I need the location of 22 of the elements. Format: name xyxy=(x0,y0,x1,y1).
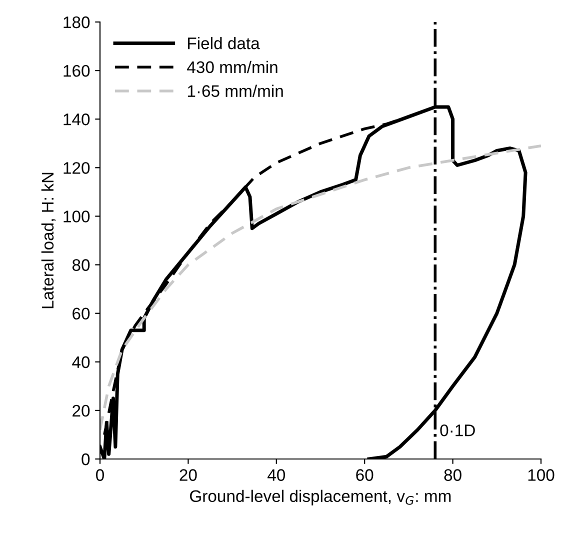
ref-line-label: 0·1D xyxy=(440,424,475,436)
legend-label: Field data xyxy=(188,37,260,50)
y-axis-title: Lateral load, H: kN xyxy=(41,172,56,308)
y-tick-label: 120 xyxy=(64,162,90,174)
y-tick-label: 140 xyxy=(64,114,90,126)
x-tick-label: 40 xyxy=(268,469,286,481)
y-tick-label: 60 xyxy=(72,308,90,320)
y-tick-label: 40 xyxy=(72,356,90,368)
y-tick-label: 0 xyxy=(82,453,90,466)
legend-label: 1·65 mm/min xyxy=(188,84,283,97)
legend-label: 430 mm/min xyxy=(187,60,278,74)
x-tick-label: 80 xyxy=(444,469,462,481)
y-tick-label: 180 xyxy=(64,16,90,28)
x-tick-label: 60 xyxy=(356,469,374,481)
x-axis-title: Ground-level displacement, v$_{G}$: mm xyxy=(190,490,451,506)
x-tick-label: 20 xyxy=(180,469,197,481)
y-tick-label: 80 xyxy=(72,259,90,271)
y-tick-label: 160 xyxy=(64,64,90,77)
y-tick-label: 20 xyxy=(72,404,90,417)
x-tick-label: 0 xyxy=(96,469,104,481)
x-tick-label: 100 xyxy=(528,469,554,481)
y-tick-label: 100 xyxy=(64,210,90,222)
